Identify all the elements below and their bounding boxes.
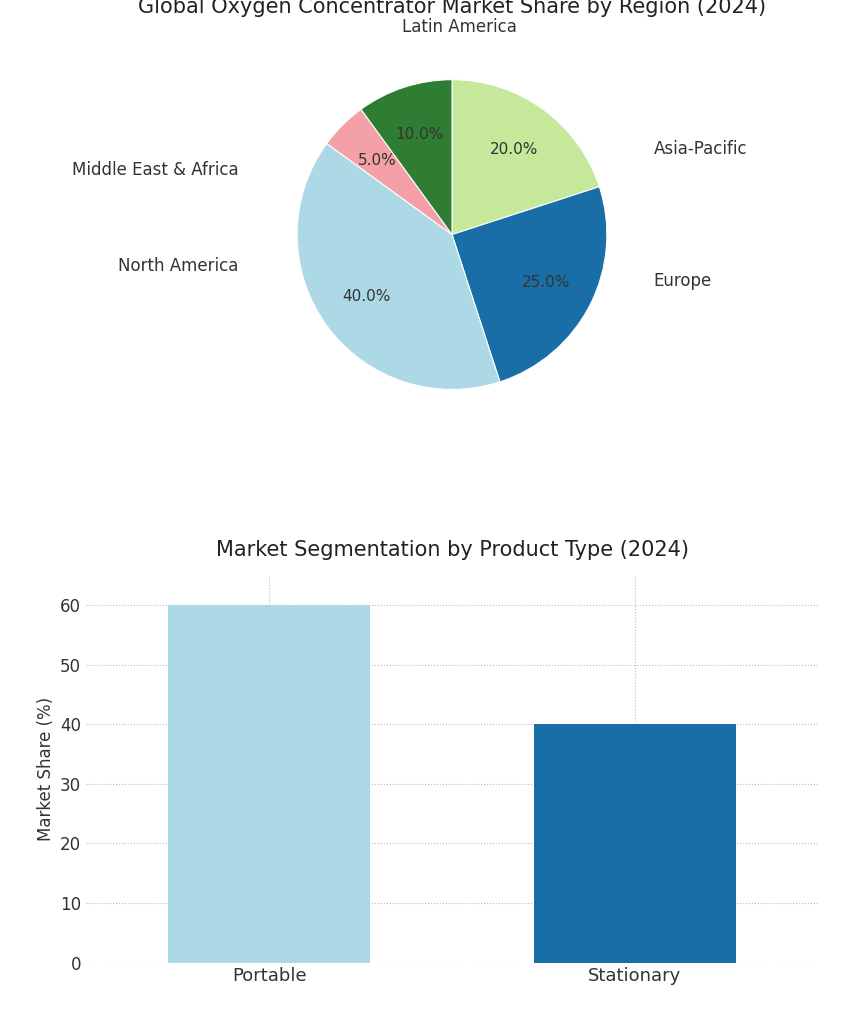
Wedge shape	[297, 143, 500, 389]
Text: 10.0%: 10.0%	[395, 127, 443, 142]
Title: Market Segmentation by Product Type (2024): Market Segmentation by Product Type (202…	[215, 540, 689, 560]
Text: 5.0%: 5.0%	[358, 153, 397, 168]
Text: Europe: Europe	[653, 272, 712, 290]
Text: Latin America: Latin America	[402, 18, 517, 36]
Bar	[169, 605, 369, 963]
Wedge shape	[452, 80, 599, 234]
Bar	[535, 724, 735, 963]
Text: 40.0%: 40.0%	[343, 289, 391, 304]
Wedge shape	[361, 80, 452, 234]
Text: Asia-Pacific: Asia-Pacific	[653, 140, 747, 159]
Text: North America: North America	[118, 257, 238, 274]
Title: Global Oxygen Concentrator Market Share by Region (2024): Global Oxygen Concentrator Market Share …	[138, 0, 766, 17]
Text: 20.0%: 20.0%	[490, 142, 538, 157]
Wedge shape	[326, 110, 452, 234]
Wedge shape	[452, 186, 607, 382]
Text: 25.0%: 25.0%	[522, 274, 570, 290]
Text: Middle East & Africa: Middle East & Africa	[71, 161, 238, 178]
Y-axis label: Market Share (%): Market Share (%)	[36, 697, 54, 841]
